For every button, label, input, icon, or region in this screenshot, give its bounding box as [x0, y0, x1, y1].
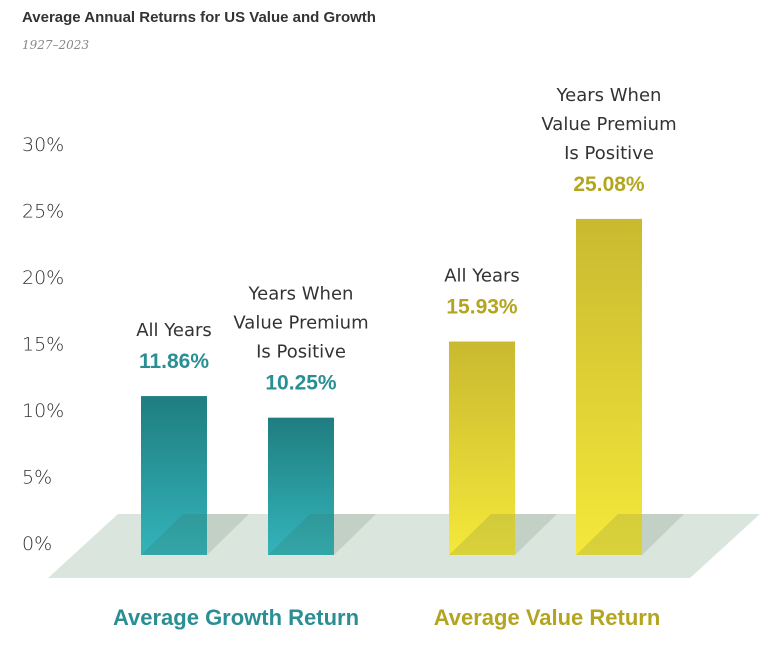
- bar-label: Value Premium: [541, 114, 676, 135]
- bar: [576, 218, 642, 556]
- bar-label: Years When: [556, 85, 662, 106]
- bar-shadow: [141, 514, 249, 555]
- y-tick-label: 20%: [22, 267, 64, 289]
- bar-label: Is Positive: [564, 143, 654, 164]
- y-tick-label: 25%: [22, 201, 64, 223]
- bar-label: Value Premium: [233, 313, 368, 334]
- bar-label: All Years: [136, 320, 212, 341]
- bar-shadow: [449, 514, 557, 555]
- y-tick-label: 0%: [22, 533, 52, 555]
- bar-label: All Years: [444, 266, 520, 287]
- bar-shadow: [268, 514, 376, 555]
- value-label: 25.08%: [573, 173, 645, 196]
- value-label: 11.86%: [139, 350, 209, 373]
- chart-subtitle: 1927–2023: [22, 38, 90, 52]
- bar-shadow: [576, 514, 684, 555]
- value-label: 15.93%: [446, 296, 518, 319]
- bar-label: Is Positive: [256, 342, 346, 363]
- chart-title: Average Annual Returns for US Value and …: [22, 9, 376, 26]
- bar: [449, 341, 515, 555]
- y-tick-label: 15%: [22, 334, 64, 356]
- y-tick-label: 5%: [22, 467, 52, 489]
- value-label: 10.25%: [265, 372, 337, 395]
- bar-label: Years When: [248, 284, 354, 305]
- y-tick-label: 10%: [22, 400, 64, 422]
- bar: [268, 417, 334, 555]
- group-label: Average Value Return: [434, 605, 661, 630]
- y-tick-label: 30%: [22, 134, 64, 156]
- bar: [141, 396, 207, 555]
- group-label: Average Growth Return: [113, 605, 359, 630]
